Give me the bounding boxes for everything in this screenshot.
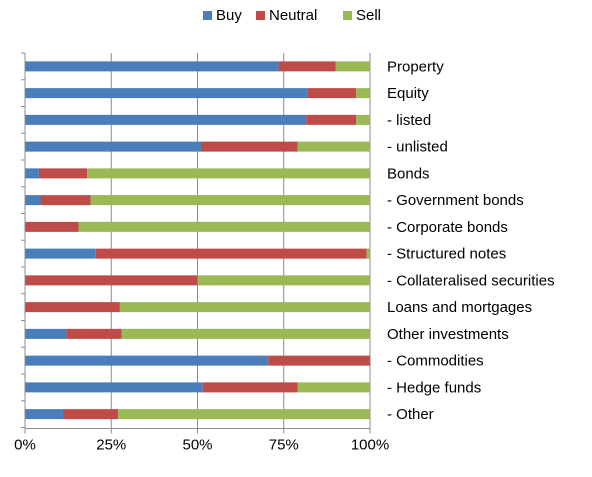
bar-sell <box>335 61 370 72</box>
bars <box>25 61 371 420</box>
category-label: - listed <box>387 112 431 129</box>
category-label: - Commodities <box>387 353 484 370</box>
bar-buy <box>25 61 279 72</box>
category-label: - Collateralised securities <box>387 272 555 289</box>
bar-buy <box>25 88 308 99</box>
bar-neutral <box>25 302 120 313</box>
category-label: - Corporate bonds <box>387 219 508 236</box>
bar-neutral <box>306 114 357 125</box>
legend-swatch <box>256 11 265 20</box>
bar-neutral <box>66 328 122 339</box>
bar-sell <box>119 302 370 313</box>
bar-sell <box>90 195 371 206</box>
bar-neutral <box>62 409 119 420</box>
category-label: - Structured notes <box>387 246 506 263</box>
legend-swatch <box>203 11 212 20</box>
bar-sell <box>356 88 370 99</box>
legend-label: Buy <box>216 7 242 24</box>
bar-buy <box>25 355 269 366</box>
bar-sell <box>87 168 370 179</box>
category-label: Loans and mortgages <box>387 299 532 316</box>
legend: Buy Neutral Sell <box>203 7 381 24</box>
bar-buy <box>25 141 201 152</box>
category-labels: Property Equity - listed - unlisted Bonds - G… <box>387 58 555 423</box>
bar-neutral <box>25 221 79 232</box>
legend-label: Neutral <box>269 7 317 24</box>
bar-neutral <box>268 355 370 366</box>
bar-neutral <box>95 248 367 259</box>
bar-neutral <box>200 141 298 152</box>
bar-neutral <box>202 382 298 393</box>
x-tick-label: 0% <box>14 437 36 454</box>
bar-neutral <box>25 275 198 286</box>
bar-buy <box>25 168 39 179</box>
bar-buy <box>25 114 307 125</box>
bar-neutral <box>307 88 357 99</box>
bar-sell <box>121 328 370 339</box>
bar-sell <box>356 114 370 125</box>
x-tick-label: 75% <box>269 437 299 454</box>
legend-item-sell: Sell <box>343 7 381 24</box>
bar-sell <box>297 382 370 393</box>
category-label: - Other <box>387 406 434 423</box>
bar-neutral <box>278 61 336 72</box>
bar-buy <box>25 248 96 259</box>
x-tick-label: 100% <box>351 437 389 454</box>
category-label: Property <box>387 58 444 75</box>
legend-label: Sell <box>356 7 381 24</box>
x-tick-label: 50% <box>182 437 212 454</box>
bar-sell <box>366 248 370 259</box>
bar-buy <box>25 195 41 206</box>
x-axis: 0% 25% 50% 75% 100% <box>14 52 389 454</box>
category-label: - Government bonds <box>387 192 524 209</box>
legend-item-neutral: Neutral <box>256 7 317 24</box>
category-label: Bonds <box>387 165 430 182</box>
bar-sell <box>118 409 371 420</box>
category-label: - Hedge funds <box>387 379 481 396</box>
bar-buy <box>25 409 63 420</box>
bar-neutral <box>38 168 88 179</box>
category-label: - unlisted <box>387 139 448 156</box>
bar-buy <box>25 382 203 393</box>
bar-sell <box>78 221 370 232</box>
bar-neutral <box>40 195 91 206</box>
legend-item-buy: Buy <box>203 7 242 24</box>
gridlines <box>110 53 371 429</box>
legend-swatch <box>343 11 352 20</box>
category-label: Equity <box>387 85 429 102</box>
bar-buy <box>25 328 67 339</box>
bar-sell <box>197 275 370 286</box>
x-tick-label: 25% <box>96 437 126 454</box>
category-label: Other investments <box>387 326 509 343</box>
bar-sell <box>297 141 370 152</box>
